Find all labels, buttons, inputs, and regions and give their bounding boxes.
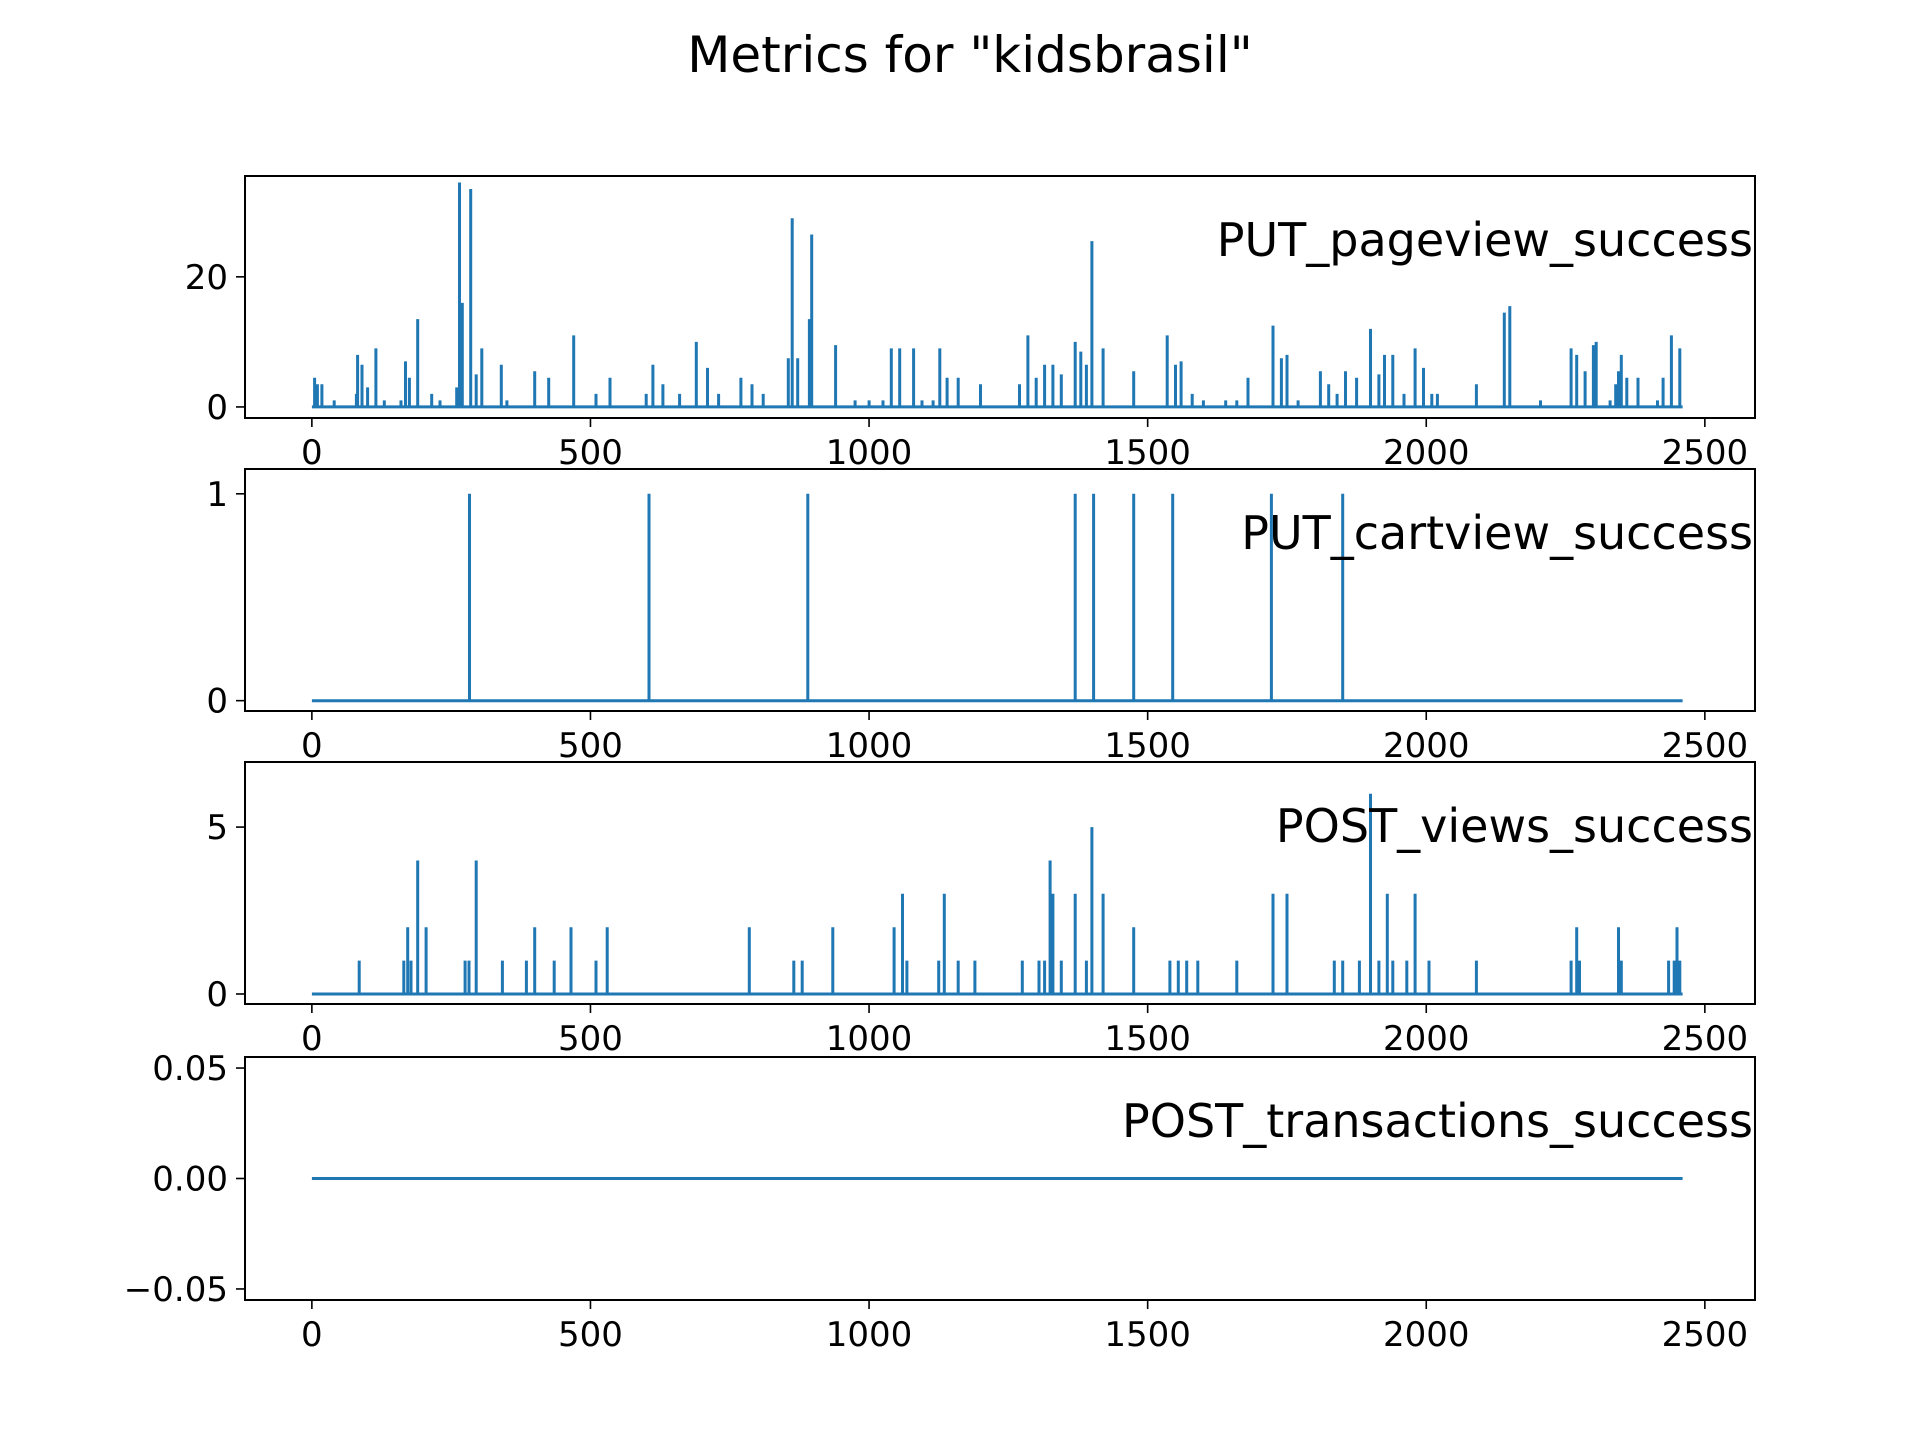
x-tick-label: 500 bbox=[558, 726, 623, 766]
y-tick-label: 5 bbox=[206, 808, 228, 848]
x-tick-label: 1500 bbox=[1104, 1019, 1191, 1059]
y-tick-label: 0 bbox=[206, 682, 228, 722]
subplot-1: 0 500 1000 1500 2000 2500 0 20 PUT_pageview_succ… bbox=[185, 175, 1756, 473]
y-tick-label: 0 bbox=[206, 388, 228, 428]
series-annotation: PUT_pageview_success bbox=[1217, 213, 1753, 267]
axes-frame bbox=[244, 761, 1756, 1005]
y-tick-label: 0.00 bbox=[152, 1160, 228, 1200]
x-tick-label: 2500 bbox=[1662, 433, 1749, 473]
figure-title: Metrics for "kidsbrasil" bbox=[687, 26, 1252, 84]
x-tick-label: 2000 bbox=[1383, 1315, 1470, 1355]
axes-frame bbox=[244, 1056, 1756, 1301]
series-annotation: PUT_cartview_success bbox=[1241, 506, 1753, 560]
x-tick-label: 1500 bbox=[1104, 433, 1191, 473]
y-tick-label: 1 bbox=[206, 475, 228, 515]
subplot-3: 0 500 1000 1500 2000 2500 0 5 POST_views_success bbox=[206, 761, 1756, 1059]
x-tick-label: 2000 bbox=[1383, 433, 1470, 473]
x-tick-label: 500 bbox=[558, 1019, 623, 1059]
y-tick-label: 0 bbox=[206, 975, 228, 1015]
y-tick-label: 20 bbox=[185, 258, 228, 298]
x-tick-label: 2500 bbox=[1662, 726, 1749, 766]
series-annotation: POST_views_success bbox=[1276, 799, 1753, 853]
subplots: 0 500 1000 1500 2000 2500020PUT_pageview_succ… bbox=[124, 175, 1756, 1355]
y-tick-label: −0.05 bbox=[124, 1270, 228, 1310]
x-tick-label: 2000 bbox=[1383, 1019, 1470, 1059]
subplot-2: 0 500 1000 1500 2000 2500 0 1 PUT_cartview_succe… bbox=[206, 468, 1756, 766]
x-tick-label: 1000 bbox=[826, 726, 913, 766]
axes-background bbox=[245, 469, 1755, 711]
axes-frame bbox=[244, 175, 1756, 419]
series-annotation: POST_transactions_success bbox=[1122, 1094, 1753, 1148]
x-tick-label: 500 bbox=[558, 433, 623, 473]
x-tick-label: 0 bbox=[301, 1315, 323, 1355]
x-tick-label: 1000 bbox=[826, 1315, 913, 1355]
x-tick-label: 1500 bbox=[1104, 726, 1191, 766]
x-tick-label: 1000 bbox=[826, 1019, 913, 1059]
axes-background bbox=[245, 762, 1755, 1004]
x-tick-label: 2500 bbox=[1662, 1315, 1749, 1355]
x-tick-label: 1000 bbox=[826, 433, 913, 473]
y-tick-label: 0.05 bbox=[152, 1049, 228, 1089]
series-line bbox=[311, 182, 1683, 409]
x-tick-label: 0 bbox=[301, 1019, 323, 1059]
x-tick-label: 0 bbox=[301, 726, 323, 766]
x-tick-label: 500 bbox=[558, 1315, 623, 1355]
subplot-4: 0 500 1000 1500 2000 2500 0.05 0.00 −0.05 POST_tr… bbox=[124, 1049, 1756, 1355]
series-line bbox=[311, 493, 1683, 703]
series-line bbox=[311, 793, 1683, 996]
x-tick-label: 2000 bbox=[1383, 726, 1470, 766]
axes-frame bbox=[244, 468, 1756, 712]
x-tick-label: 1500 bbox=[1104, 1315, 1191, 1355]
x-tick-label: 0 bbox=[301, 433, 323, 473]
x-tick-label: 2500 bbox=[1662, 1019, 1749, 1059]
